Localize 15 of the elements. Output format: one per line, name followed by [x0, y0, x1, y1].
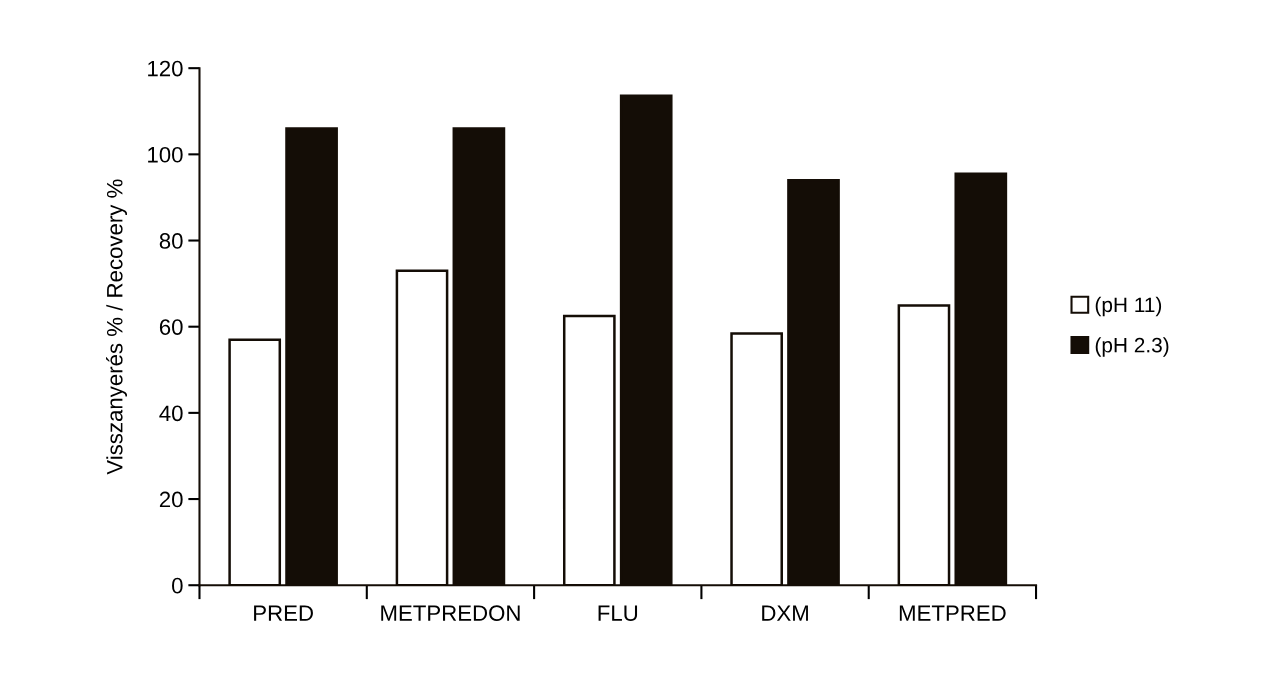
- y-tick-label: 0: [172, 577, 183, 594]
- x-tick-label: PRED: [254, 605, 313, 621]
- y-axis-title: Visszanyerés % / Recovery %: [106, 179, 127, 475]
- y-tick-label: 80: [159, 233, 183, 249]
- y-tick-label: 100: [148, 146, 183, 163]
- y-tick-label: 40: [159, 405, 183, 422]
- x-tick-label: METPRED: [899, 605, 1006, 621]
- x-tick-label: FLU: [598, 605, 638, 621]
- y-tick-label: 20: [159, 491, 183, 508]
- x-tick-label: DXM: [762, 605, 808, 621]
- legend-label: (pH 2.3): [1095, 337, 1169, 357]
- legend-label: (pH 11): [1095, 296, 1162, 317]
- y-tick-label: 60: [159, 319, 183, 335]
- x-tick-label: METPREDON: [381, 605, 520, 621]
- y-tick-label: 120: [148, 60, 183, 77]
